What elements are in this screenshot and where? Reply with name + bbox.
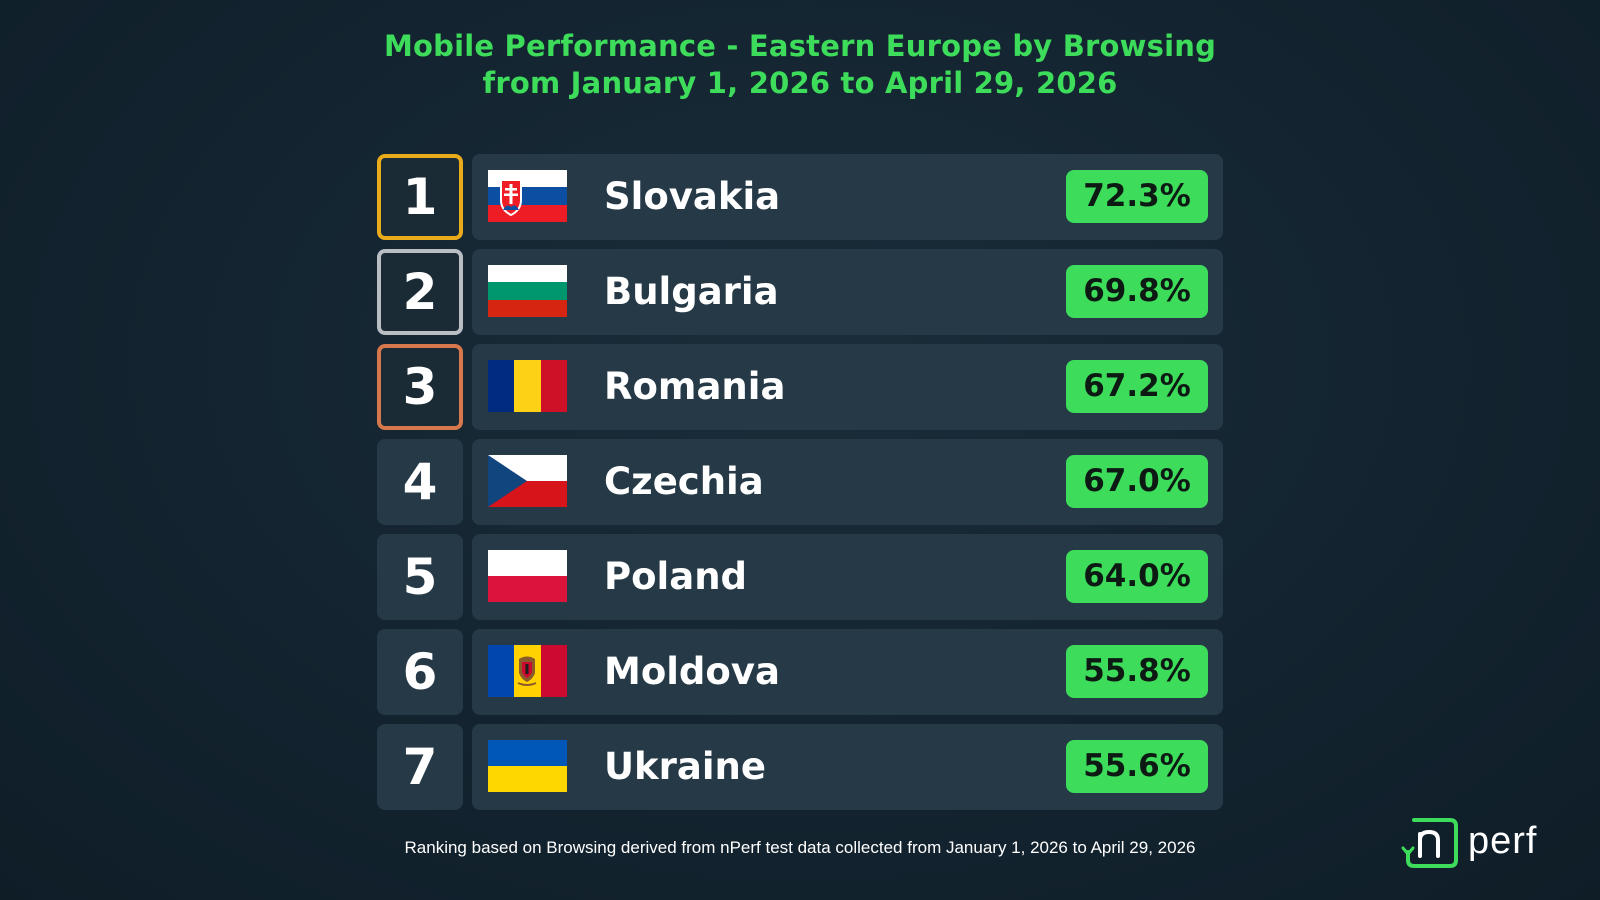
country-name: Slovakia <box>604 175 781 218</box>
row-bar: Bulgaria 69.8% <box>472 249 1223 335</box>
rank-badge: 1 <box>377 154 463 240</box>
logo-text: perf <box>1468 820 1538 862</box>
row-bar: Slovakia 72.3% <box>472 154 1223 240</box>
value-badge: 55.6% <box>1066 740 1208 793</box>
country-name: Ukraine <box>604 745 766 788</box>
country-name: Poland <box>604 555 748 598</box>
czechia-flag-icon <box>488 455 567 507</box>
table-row: 1 Slovakia 72.3% <box>377 154 1223 240</box>
country-name: Moldova <box>604 650 780 693</box>
value-badge: 72.3% <box>1066 170 1208 223</box>
rank-badge: 6 <box>377 629 463 715</box>
rank-badge: 3 <box>377 344 463 430</box>
title-line-2: from January 1, 2026 to April 29, 2026 <box>482 66 1118 100</box>
rank-badge: 2 <box>377 249 463 335</box>
value-badge: 67.2% <box>1066 360 1208 413</box>
rank-badge: 5 <box>377 534 463 620</box>
nperf-logo: perf <box>1396 812 1576 872</box>
row-bar: Romania 67.2% <box>472 344 1223 430</box>
bulgaria-flag-icon <box>488 265 567 317</box>
table-row: 4 Czechia 67.0% <box>377 439 1223 525</box>
footer-note: Ranking based on Browsing derived from n… <box>404 838 1196 857</box>
moldova-flag-icon <box>488 645 567 697</box>
row-bar: Ukraine 55.6% <box>472 724 1223 810</box>
country-name: Bulgaria <box>604 270 779 313</box>
value-badge: 64.0% <box>1066 550 1208 603</box>
title-line-1: Mobile Performance - Eastern Europe by B… <box>383 29 1217 63</box>
romania-flag-icon <box>488 360 567 412</box>
row-bar: Czechia 67.0% <box>472 439 1223 525</box>
value-badge: 69.8% <box>1066 265 1208 318</box>
country-name: Romania <box>604 365 786 408</box>
country-name: Czechia <box>604 460 764 503</box>
chart-title: Mobile Performance - Eastern Europe by B… <box>0 28 1600 102</box>
rank-badge: 4 <box>377 439 463 525</box>
row-bar: Poland 64.0% <box>472 534 1223 620</box>
table-row: 7 Ukraine 55.6% <box>377 724 1223 810</box>
value-badge: 67.0% <box>1066 455 1208 508</box>
table-row: 6 Moldova 55.8% <box>377 629 1223 715</box>
poland-flag-icon <box>488 550 567 602</box>
table-row: 3 Romania 67.2% <box>377 344 1223 430</box>
rank-badge: 7 <box>377 724 463 810</box>
ukraine-flag-icon <box>488 740 567 792</box>
table-row: 2 Bulgaria 69.8% <box>377 249 1223 335</box>
nperf-logo-icon <box>1401 818 1458 868</box>
value-badge: 55.8% <box>1066 645 1208 698</box>
table-row: 5 Poland 64.0% <box>377 534 1223 620</box>
row-bar: Moldova 55.8% <box>472 629 1223 715</box>
slovakia-flag-icon <box>488 170 567 222</box>
